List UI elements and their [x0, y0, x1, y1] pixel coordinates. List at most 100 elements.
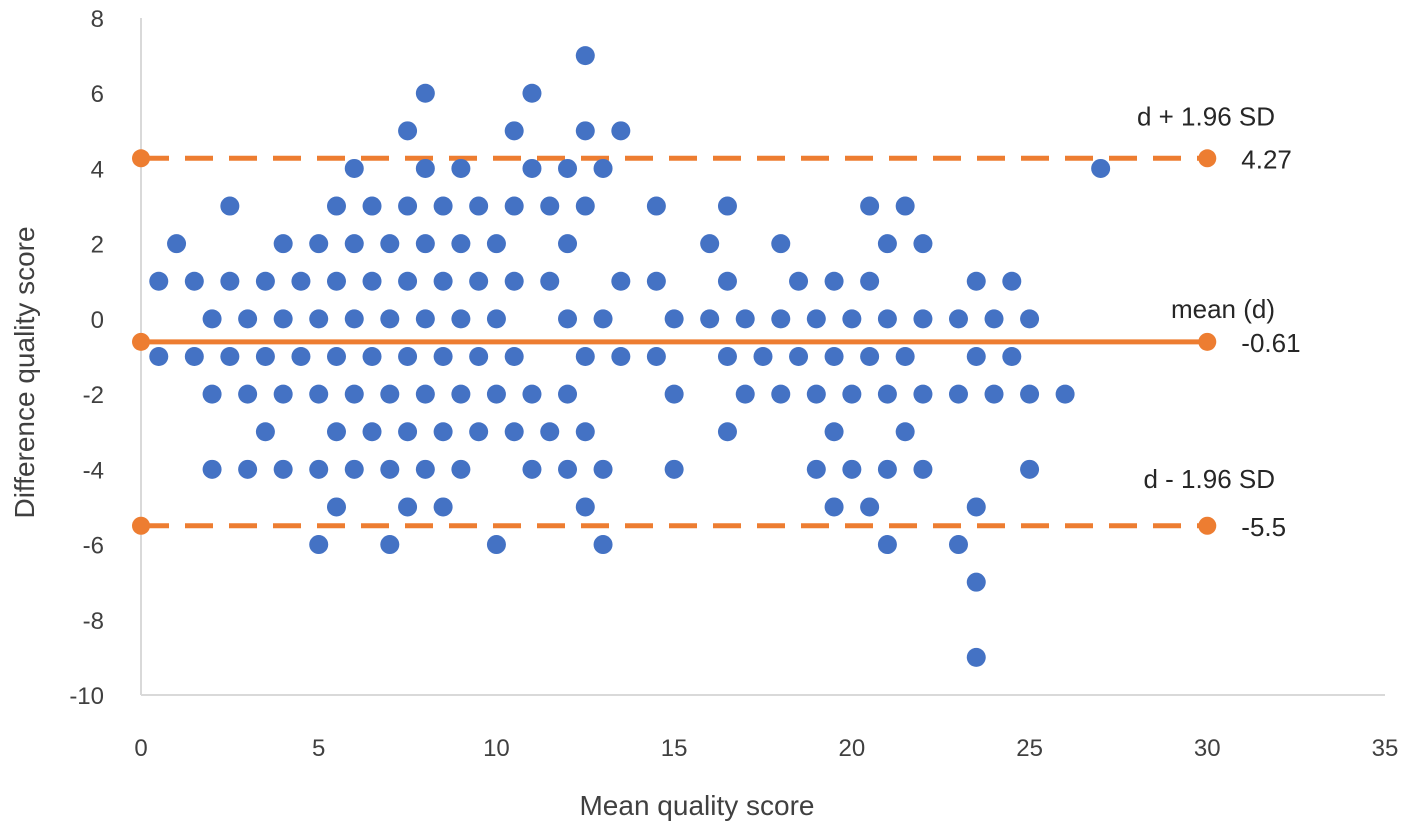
data-point [860, 196, 880, 216]
data-point [860, 497, 880, 517]
data-point [238, 309, 258, 329]
data-point [380, 384, 400, 404]
y-tick-label: 6 [91, 81, 104, 108]
data-point [362, 347, 382, 366]
data-point [771, 309, 791, 329]
data-point [255, 271, 275, 291]
data-point [522, 158, 542, 178]
data-point [664, 309, 684, 329]
data-point [309, 459, 329, 479]
data-point [309, 234, 329, 254]
data-point [504, 422, 524, 442]
data-point [700, 234, 720, 254]
data-point [255, 422, 275, 442]
x-axis-title: Mean quality score [579, 790, 814, 821]
data-point [415, 384, 435, 404]
data-point [362, 271, 382, 291]
reference-line-start-marker [132, 149, 150, 168]
data-point [522, 83, 542, 103]
data-point [540, 196, 560, 216]
data-point [860, 347, 880, 366]
data-point [1020, 309, 1040, 329]
data-point [575, 497, 595, 517]
data-point [469, 422, 489, 442]
reference-line-label: d + 1.96 SD [1137, 101, 1275, 131]
data-point [344, 158, 364, 178]
data-point [1020, 384, 1040, 404]
data-point [575, 347, 595, 366]
data-point [380, 309, 400, 329]
data-point [469, 271, 489, 291]
y-tick-label: 0 [91, 307, 104, 334]
data-point [344, 459, 364, 479]
y-tick-label: -10 [69, 683, 104, 710]
data-point [860, 271, 880, 291]
data-point [984, 384, 1004, 404]
data-point [469, 196, 489, 216]
data-point [913, 459, 933, 479]
data-point [824, 422, 844, 442]
data-point [362, 422, 382, 442]
data-point [220, 271, 240, 291]
data-point [806, 309, 826, 329]
data-point [344, 384, 364, 404]
data-point [558, 459, 578, 479]
reference-line-start-marker [132, 516, 150, 535]
data-point [1055, 384, 1075, 404]
data-point [415, 158, 435, 178]
data-point [611, 347, 631, 366]
data-point [291, 347, 311, 366]
points-layer [149, 46, 1111, 667]
reference-line-end-marker [1198, 149, 1217, 168]
data-point [948, 384, 968, 404]
reference-line-start-marker [132, 332, 150, 351]
data-point [504, 271, 524, 291]
data-point [717, 422, 737, 442]
data-point [646, 196, 666, 216]
x-tick-label: 35 [1372, 735, 1399, 762]
data-point [220, 347, 240, 366]
data-point [184, 271, 204, 291]
data-point [184, 347, 204, 366]
data-point [522, 384, 542, 404]
data-point [824, 347, 844, 366]
data-point [451, 234, 471, 254]
data-point [575, 422, 595, 442]
data-point [167, 234, 187, 254]
data-point [326, 347, 346, 366]
data-point [433, 196, 453, 216]
data-point [398, 196, 418, 216]
data-point [717, 347, 737, 366]
data-point [1091, 158, 1111, 178]
data-point [540, 271, 560, 291]
x-tick-label: 10 [483, 735, 510, 762]
data-point [540, 422, 560, 442]
data-point [966, 497, 986, 517]
data-point [735, 309, 755, 329]
data-point [273, 384, 293, 404]
data-point [877, 459, 897, 479]
data-point [771, 384, 791, 404]
data-point [380, 459, 400, 479]
x-tick-label: 20 [839, 735, 866, 762]
data-point [558, 234, 578, 254]
data-point [895, 347, 915, 366]
data-point [877, 535, 897, 555]
reference-line-label: mean (d) [1171, 294, 1275, 324]
data-point [326, 422, 346, 442]
data-point [575, 196, 595, 216]
data-point [593, 535, 613, 555]
data-point [202, 309, 222, 329]
data-point [611, 271, 631, 291]
data-point [966, 347, 986, 366]
data-point [309, 535, 329, 555]
text-layer: Mean quality score Difference quality sc… [9, 6, 1398, 821]
data-point [789, 271, 809, 291]
data-point [913, 309, 933, 329]
data-point [398, 422, 418, 442]
x-tick-label: 30 [1194, 735, 1221, 762]
data-point [398, 497, 418, 517]
reference-lines-layer [132, 149, 1217, 535]
data-point [415, 459, 435, 479]
data-point [842, 384, 862, 404]
